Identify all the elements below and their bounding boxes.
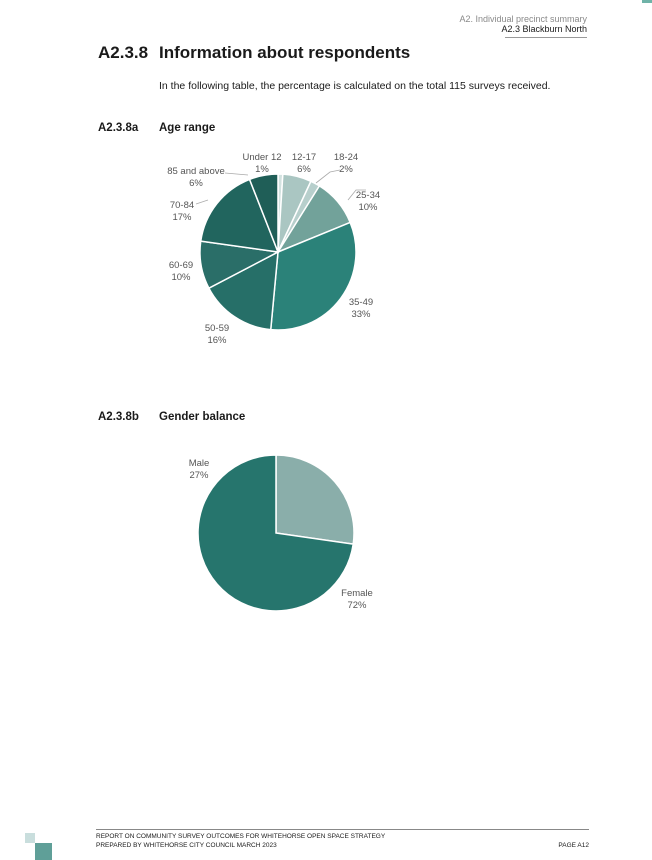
- footer-logo-square-light: [25, 833, 35, 843]
- pie-slice-70-84: [199, 178, 280, 253]
- slice-percent-label: 10%: [171, 272, 191, 283]
- slice-percent-label: 6%: [297, 164, 311, 175]
- leader-line-25-34: [347, 189, 366, 201]
- page-title: Information about respondents: [159, 43, 411, 62]
- pie-slice-female: [197, 454, 355, 612]
- slice-percent-label: 17%: [172, 212, 192, 223]
- slice-category-label: 12-17: [292, 152, 316, 163]
- footer-page-number: PAGE A12: [558, 842, 589, 849]
- gender-section-title: Gender balance: [159, 411, 246, 423]
- age-section-number: A2.3.8a: [98, 122, 139, 134]
- slice-category-label: 35-49: [349, 297, 373, 308]
- slice-percent-label: 72%: [347, 600, 367, 611]
- pie-slice-35-49: [269, 221, 357, 331]
- intro-text: In the following table, the percentage i…: [159, 80, 551, 92]
- slice-category-label: 25-34: [356, 190, 380, 201]
- leader-line-70-84: [195, 199, 209, 205]
- slice-category-label: 70-84: [170, 200, 194, 211]
- header-section: A2. Individual precinct summary: [459, 14, 587, 24]
- pie-slice-85-and-above: [248, 173, 279, 253]
- slice-category-label: Male: [189, 458, 210, 469]
- leader-line-18-24: [315, 169, 341, 184]
- heading-number: A2.3.8: [98, 43, 149, 62]
- age-range-pie: Under 121%12-176%18-242%25-3410%35-4933%…: [167, 152, 380, 346]
- slice-category-label: 50-59: [205, 323, 229, 334]
- slice-category-label: Female: [341, 588, 373, 599]
- pie-slice-male: [275, 454, 355, 545]
- slice-category-label: 18-24: [334, 152, 358, 163]
- slice-percent-label: 16%: [207, 335, 227, 346]
- slice-category-label: 60-69: [169, 260, 193, 271]
- header-subsection: A2.3 Blackburn North: [501, 24, 587, 34]
- slice-percent-label: 10%: [358, 202, 378, 213]
- slice-category-label: 85 and above: [167, 166, 225, 177]
- slice-percent-label: 33%: [351, 309, 371, 320]
- leader-line-85-and-above: [224, 172, 249, 176]
- age-section-title: Age range: [159, 122, 216, 134]
- corner-accent: [642, 0, 652, 3]
- pie-slice-50-59: [207, 250, 279, 331]
- slice-percent-label: 27%: [189, 470, 209, 481]
- footer-logo-square-dark: [35, 843, 52, 860]
- slice-percent-label: 1%: [255, 164, 269, 175]
- gender-section-number: A2.3.8b: [98, 411, 139, 423]
- footer-prepared-by: PREPARED BY WHITEHORSE CITY COUNCIL MARC…: [96, 842, 277, 849]
- footer-rule: [96, 829, 589, 830]
- header-rule: [505, 37, 587, 38]
- slice-percent-label: 2%: [339, 164, 353, 175]
- footer-report-title: REPORT ON COMMUNITY SURVEY OUTCOMES FOR …: [96, 833, 386, 840]
- slice-percent-label: 6%: [189, 178, 203, 189]
- slice-category-label: Under 12: [242, 152, 281, 163]
